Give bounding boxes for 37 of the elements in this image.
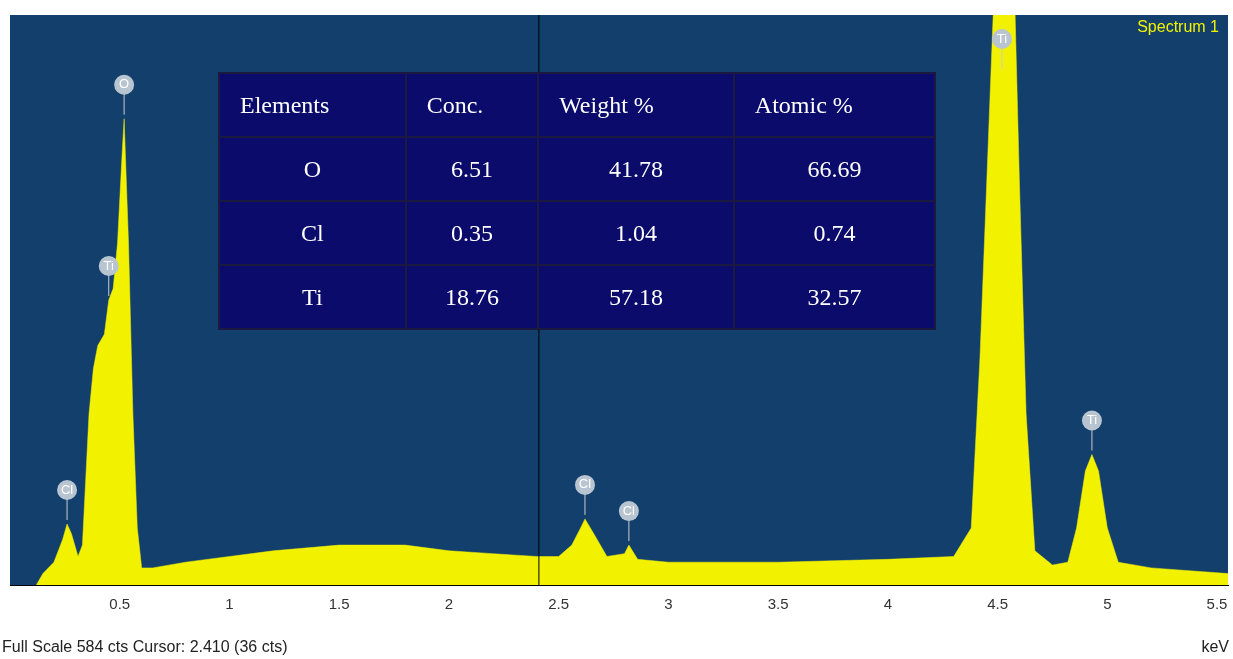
annotation: Weight % bbox=[538, 73, 734, 137]
annotation: Ti bbox=[996, 30, 1008, 46]
annotation: Cl bbox=[219, 201, 406, 265]
annotation: 6.51 bbox=[405, 137, 539, 201]
annotation: 18.76 bbox=[405, 265, 539, 329]
x-tick-label: 0.5 bbox=[109, 595, 131, 613]
chart-title: Spectrum 1 bbox=[1137, 18, 1219, 36]
annotation: 1.04 bbox=[538, 201, 734, 265]
annotation: 32.57 bbox=[733, 265, 935, 329]
annotation: O bbox=[219, 137, 406, 201]
annotation: Ti bbox=[1086, 412, 1098, 428]
x-tick-label: 5 bbox=[1103, 595, 1112, 613]
annotation: 41.78 bbox=[538, 137, 734, 201]
annotation: Cl bbox=[60, 481, 74, 497]
x-tick-label: 5.5 bbox=[1206, 595, 1228, 613]
x-tick-label: 1.5 bbox=[328, 595, 350, 613]
x-tick-label: 1 bbox=[225, 595, 234, 613]
annotation: Cl bbox=[578, 476, 592, 492]
x-tick-label: 2.5 bbox=[548, 595, 570, 613]
x-tick-label: 2 bbox=[444, 595, 454, 613]
x-tick-label: 3.5 bbox=[767, 595, 789, 613]
annotation: 66.69 bbox=[733, 137, 935, 201]
annotation: 0.35 bbox=[405, 201, 539, 265]
annotation: Ti bbox=[219, 265, 406, 329]
annotation: Cl bbox=[622, 502, 636, 518]
x-tick-label: 3 bbox=[664, 595, 673, 613]
annotation: Elements bbox=[219, 73, 406, 137]
x-tick-label: 4 bbox=[883, 595, 893, 613]
x-axis-title: keV bbox=[1201, 638, 1229, 656]
text: Full Scale 584 cts Cursor: 2.410 (36 cts) bbox=[2, 638, 288, 656]
annotation: 57.18 bbox=[538, 265, 734, 329]
annotation: O bbox=[119, 76, 130, 92]
annotation: 0.74 bbox=[733, 201, 935, 265]
annotation: Atomic % bbox=[733, 73, 935, 137]
annotation: Conc. bbox=[405, 73, 539, 137]
annotation: Ti bbox=[103, 257, 115, 273]
x-tick-label: 4.5 bbox=[987, 595, 1008, 613]
